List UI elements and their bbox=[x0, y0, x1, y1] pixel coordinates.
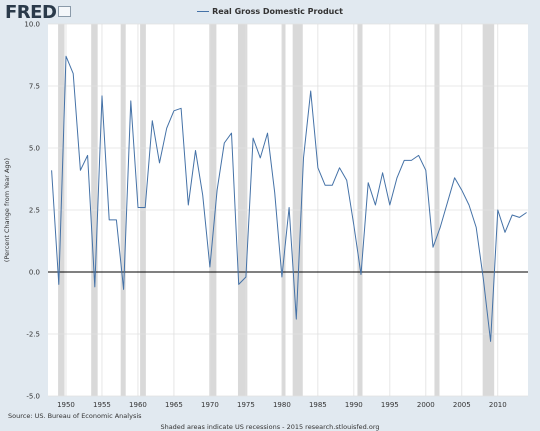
y-tick-label: 5.0 bbox=[29, 145, 40, 153]
x-tick-label: 2010 bbox=[489, 401, 507, 409]
series-line bbox=[51, 55, 527, 342]
y-tick-label: 7.5 bbox=[29, 83, 40, 91]
chart-line-icon bbox=[58, 6, 72, 17]
series bbox=[51, 55, 527, 342]
x-tick-label: 2005 bbox=[453, 401, 471, 409]
y-tick-labels: -5.0 -2.5 0.0 2.5 5.0 7.5 10.0 bbox=[24, 21, 40, 401]
legend: Real Gross Domestic Product bbox=[0, 7, 540, 16]
y-tick-label: -2.5 bbox=[26, 331, 40, 339]
x-tick-labels: 1950 1955 1960 1965 1970 1975 1980 1985 1990 1995… bbox=[57, 401, 507, 409]
x-tick-label: 1950 bbox=[57, 401, 75, 409]
x-tick-label: 1955 bbox=[93, 401, 111, 409]
y-tick-label: 2.5 bbox=[29, 207, 40, 215]
recession-note: Shaded areas indicate US recessions - 20… bbox=[160, 423, 380, 431]
x-tick-label: 2000 bbox=[417, 401, 435, 409]
x-tick-label: 1970 bbox=[201, 401, 219, 409]
x-tick-label: 1990 bbox=[345, 401, 363, 409]
y-tick-label: 10.0 bbox=[24, 21, 40, 29]
x-tick-label: 1995 bbox=[381, 401, 399, 409]
y-tick-label: -5.0 bbox=[26, 393, 40, 401]
x-tick-label: 1980 bbox=[273, 401, 291, 409]
x-tick-label: 1960 bbox=[129, 401, 147, 409]
source-note: Source: US. Bureau of Economic Analysis bbox=[8, 412, 142, 420]
legend-label: Real Gross Domestic Product bbox=[212, 7, 343, 16]
fred-logo-text: FRED bbox=[5, 2, 57, 23]
legend-swatch bbox=[197, 11, 210, 12]
x-tick-label: 1965 bbox=[165, 401, 183, 409]
x-tick-label: 1985 bbox=[309, 401, 327, 409]
y-tick-label: 0.0 bbox=[29, 269, 40, 277]
x-tick-label: 1975 bbox=[237, 401, 255, 409]
fred-logo: FRED bbox=[5, 2, 72, 23]
